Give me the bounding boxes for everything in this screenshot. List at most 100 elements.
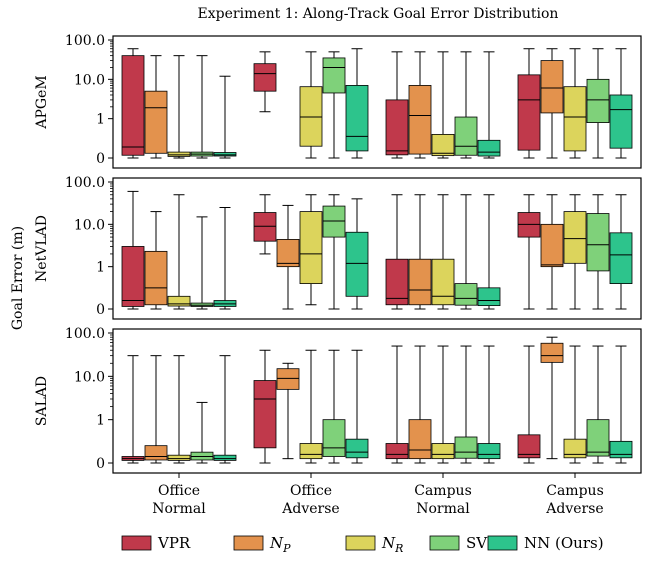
panel-apgem: APGeM 0 1 10.0 100.0: [34, 33, 642, 169]
box-n-r: [299, 194, 323, 306]
box-svm: [454, 345, 478, 464]
box-n-r: [431, 345, 455, 464]
box-body: [408, 258, 432, 306]
box-n-r: [431, 194, 455, 310]
box-svm: [586, 345, 610, 464]
box-body: [431, 258, 455, 306]
y-tick-label: 0: [96, 456, 105, 472]
box-body: [385, 258, 409, 306]
box-nn-ours-: [213, 75, 237, 159]
box-n-p: [540, 194, 564, 310]
x-tick-label: Adverse: [545, 501, 603, 517]
box-body: [408, 85, 432, 155]
box-nn-ours-: [213, 206, 237, 310]
box-n-r: [299, 349, 323, 464]
panel-frame: [112, 328, 642, 474]
y-tick-label: 1: [96, 413, 105, 429]
box-body: [586, 419, 610, 457]
box-body: [167, 151, 191, 157]
panel-label: SALAD: [34, 376, 50, 426]
y-tick-label: 0: [96, 151, 105, 167]
box-vpr: [121, 355, 145, 464]
box-body: [431, 133, 455, 157]
box-nn-ours-: [345, 48, 369, 159]
box-n-p: [408, 194, 432, 310]
box-nn-ours-: [477, 345, 501, 464]
x-tick-label: Campus: [546, 483, 604, 499]
legend-label: VPR: [157, 534, 191, 552]
panel-label: NetVLAD: [34, 215, 50, 282]
box-nn-ours-: [345, 198, 369, 310]
legend-swatch: [487, 535, 518, 551]
box-body: [454, 436, 478, 459]
box-body: [345, 231, 369, 297]
box-body: [322, 57, 346, 94]
box-svm: [322, 349, 346, 464]
x-tick-label: Office: [158, 483, 200, 499]
box-body: [276, 239, 300, 268]
box-body: [408, 419, 432, 460]
box-body: [322, 205, 346, 238]
box-body: [299, 86, 323, 147]
box-vpr: [385, 345, 409, 464]
box-body: [454, 116, 478, 156]
box-body: [586, 213, 610, 272]
box-n-p: [540, 336, 564, 460]
x-tick-label: Normal: [152, 501, 206, 517]
box-svm: [190, 401, 214, 464]
box-body: [345, 438, 369, 459]
y-tick-label: 100.0: [65, 175, 105, 191]
y-tick-label: 10.0: [74, 369, 105, 385]
box-body: [144, 445, 168, 461]
box-svm: [190, 216, 214, 310]
box-vpr: [517, 48, 541, 159]
legend-label: NR: [381, 534, 403, 555]
box-svm: [454, 51, 478, 159]
box-vpr: [517, 194, 541, 310]
legend-swatch: [429, 535, 460, 551]
box-n-r: [299, 51, 323, 159]
box-body: [253, 212, 277, 242]
box-body: [322, 419, 346, 457]
x-axis: Office Normal Office Adverse Campus Normal Cam…: [152, 473, 604, 517]
box-body: [345, 85, 369, 152]
box-body: [253, 63, 277, 92]
y-tick-label: 100.0: [65, 33, 105, 49]
box-n-r: [167, 55, 191, 159]
box-n-p: [144, 55, 168, 159]
y-tick-label: 10.0: [74, 217, 105, 233]
box-vpr: [121, 48, 145, 159]
box-body: [167, 454, 191, 461]
chart-panels: APGeM 0 1 10.0 100.0 NetVLAD 0 1 10.0 100.0 SALAD 0…: [34, 33, 642, 474]
legend-swatch: [233, 535, 264, 551]
box-svm: [322, 51, 346, 159]
box-body: [144, 250, 168, 306]
legend-label: NN (Ours): [524, 534, 604, 552]
x-tick-label: Adverse: [281, 501, 339, 517]
legend-label: NP: [269, 534, 291, 555]
box-body: [167, 295, 191, 307]
box-vpr: [253, 194, 277, 255]
box-vpr: [253, 349, 277, 464]
box-body: [121, 55, 145, 156]
box-body: [563, 438, 587, 459]
box-body: [477, 139, 501, 157]
legend-item-n-r: NR: [345, 534, 403, 555]
chart-title: Experiment 1: Along-Track Goal Error Dis…: [198, 6, 559, 22]
y-tick-label: 0: [96, 302, 105, 318]
box-n-p: [540, 48, 564, 159]
box-n-r: [167, 355, 191, 464]
box-body: [385, 443, 409, 460]
box-body: [121, 246, 145, 307]
panel-frame: [112, 35, 642, 169]
box-body: [563, 211, 587, 264]
box-n-p: [408, 345, 432, 464]
y-tick-label: 100.0: [65, 326, 105, 342]
box-n-p: [144, 211, 168, 310]
y-axis-label: Goal Error (m): [10, 226, 26, 330]
box-body: [540, 223, 564, 268]
x-tick-label: Normal: [416, 501, 470, 517]
box-body: [253, 380, 277, 449]
box-svm: [190, 55, 214, 159]
legend-item-n-p: NP: [233, 534, 291, 555]
